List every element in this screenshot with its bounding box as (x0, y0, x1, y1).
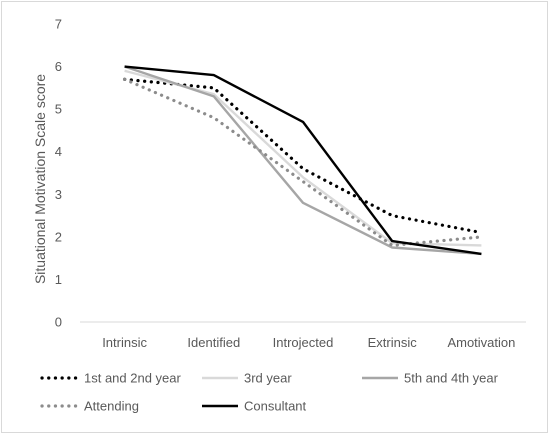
y-tick-label: 3 (55, 187, 62, 202)
legend-label: Consultant (244, 399, 307, 414)
x-tick-label: Identified (187, 335, 240, 350)
y-tick-label: 2 (55, 229, 62, 244)
y-tick-label: 4 (55, 144, 62, 159)
x-tick-label: Introjected (273, 335, 334, 350)
y-axis-ticks: 0 1 2 3 4 5 6 7 (55, 17, 62, 330)
series-line-5 (124, 65, 482, 256)
legend-label: 3rd year (244, 371, 292, 386)
y-tick-label: 6 (55, 59, 62, 74)
y-tick-label: 0 (55, 315, 62, 330)
series-line-2 (124, 69, 482, 247)
x-tick-label: Intrinsic (102, 335, 147, 350)
series-layer (122, 65, 483, 256)
x-axis-ticks: Intrinsic Identified Introjected Extrinsic A… (102, 335, 515, 350)
legend-label: 1st and 2nd year (84, 371, 182, 386)
legend-label: 5th and 4th year (404, 371, 499, 386)
legend: 1st and 2nd year 3rd year 5th and 4th year… (40, 371, 499, 414)
series-line-4 (122, 77, 483, 247)
y-tick-label: 7 (55, 17, 62, 32)
legend-label: Attending (84, 399, 139, 414)
y-tick-label: 5 (55, 102, 62, 117)
y-tick-label: 1 (55, 272, 62, 287)
series-line-1 (122, 77, 483, 235)
x-tick-label: Extrinsic (368, 335, 418, 350)
x-tick-label: Amotivation (447, 335, 515, 350)
series-line-3 (124, 65, 482, 256)
y-axis-title: Situational Motivation Scale score (32, 74, 48, 284)
